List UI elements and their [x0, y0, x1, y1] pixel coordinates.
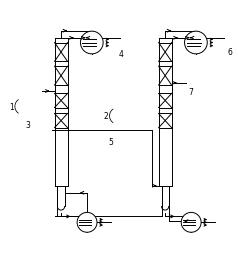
- Text: 4: 4: [119, 50, 124, 58]
- Text: 1: 1: [9, 102, 14, 112]
- Circle shape: [184, 32, 207, 55]
- Text: 7: 7: [189, 87, 194, 96]
- Text: 5: 5: [108, 138, 113, 147]
- Text: 2: 2: [104, 112, 108, 121]
- Circle shape: [181, 213, 201, 232]
- Circle shape: [77, 213, 97, 232]
- Text: 3: 3: [25, 120, 30, 129]
- Circle shape: [80, 32, 103, 55]
- Text: 6: 6: [228, 48, 233, 57]
